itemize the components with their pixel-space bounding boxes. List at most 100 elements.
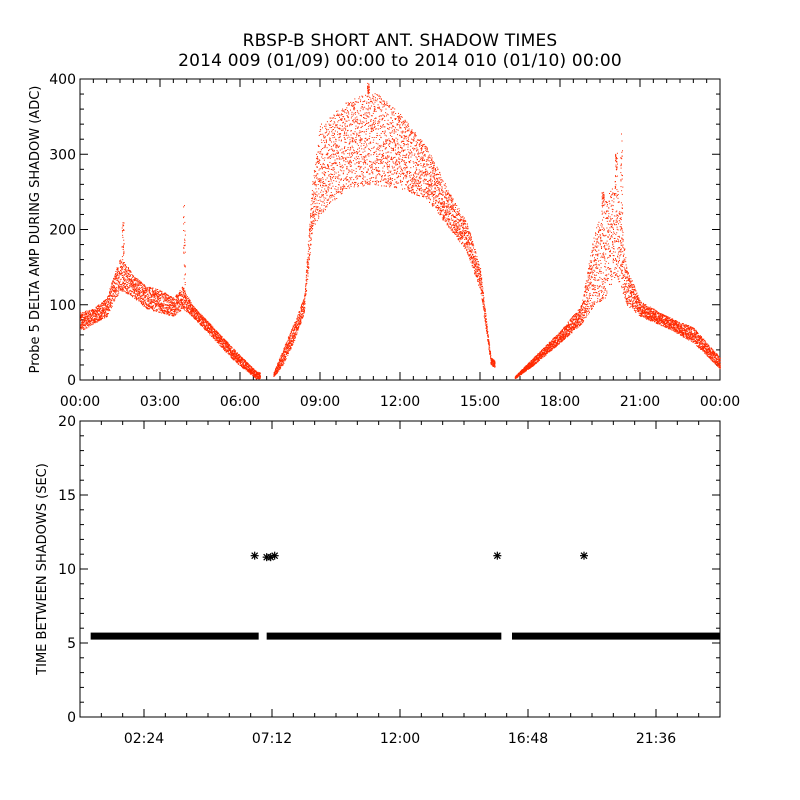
data-point xyxy=(233,358,235,360)
data-point xyxy=(300,306,302,308)
data-point xyxy=(296,319,298,321)
data-point xyxy=(256,371,258,373)
data-point xyxy=(323,199,325,201)
data-point xyxy=(296,326,298,328)
data-point xyxy=(346,137,348,139)
data-point xyxy=(153,310,154,312)
data-point xyxy=(349,165,351,167)
data-point xyxy=(227,345,229,346)
data-point xyxy=(221,336,223,338)
data-point xyxy=(320,179,322,181)
data-point xyxy=(173,314,175,316)
data-point xyxy=(328,123,330,125)
data-point xyxy=(347,134,349,136)
data-point xyxy=(225,346,227,348)
data-point xyxy=(244,361,246,363)
data-point xyxy=(123,271,125,273)
data-point xyxy=(308,256,310,258)
data-point xyxy=(290,348,292,350)
data-point xyxy=(322,133,324,135)
data-point xyxy=(304,300,306,302)
data-point xyxy=(134,292,136,294)
data-point xyxy=(194,309,196,311)
data-point xyxy=(147,307,149,309)
data-point xyxy=(182,295,184,297)
data-point xyxy=(178,299,180,300)
data-point xyxy=(125,270,127,272)
data-point xyxy=(336,145,338,147)
data-point xyxy=(140,295,142,297)
data-point xyxy=(315,174,317,176)
data-point xyxy=(283,349,285,351)
data-point xyxy=(198,317,200,319)
data-point xyxy=(80,316,82,317)
data-point xyxy=(166,313,168,315)
data-point xyxy=(349,104,350,106)
data-point xyxy=(345,149,347,151)
x-tick-label: 00:00 xyxy=(60,394,100,410)
data-point xyxy=(259,373,261,375)
data-point xyxy=(310,228,311,230)
data-point xyxy=(87,310,89,312)
data-point xyxy=(317,151,319,153)
data-point xyxy=(332,135,334,136)
data-point xyxy=(178,293,180,295)
data-point xyxy=(183,304,185,306)
data-point xyxy=(88,316,90,318)
data-point xyxy=(157,289,159,290)
data-point xyxy=(192,316,194,318)
data-point xyxy=(237,360,239,362)
data-point xyxy=(170,298,172,300)
data-point xyxy=(145,298,147,300)
data-point xyxy=(291,337,293,339)
data-point xyxy=(327,200,329,201)
data-point xyxy=(302,302,304,304)
data-point xyxy=(219,337,221,339)
data-point xyxy=(184,291,186,293)
data-point xyxy=(129,276,130,278)
data-point xyxy=(130,293,131,295)
data-point xyxy=(110,302,112,304)
data-point xyxy=(185,307,187,309)
data-point xyxy=(101,305,103,307)
data-point xyxy=(187,302,189,304)
data-point xyxy=(233,356,235,358)
data-point xyxy=(305,287,307,289)
data-point xyxy=(114,283,116,284)
data-point xyxy=(243,359,245,361)
data-point xyxy=(151,288,153,290)
data-point xyxy=(338,115,339,117)
data-point xyxy=(317,212,319,214)
data-point xyxy=(118,271,120,272)
data-point xyxy=(118,287,120,288)
data-point xyxy=(128,273,130,275)
data-point xyxy=(119,260,121,262)
data-point xyxy=(296,333,298,335)
data-point xyxy=(98,308,100,310)
data-point xyxy=(152,296,154,298)
data-point xyxy=(137,289,138,291)
data-point xyxy=(330,201,332,203)
data-point xyxy=(93,321,95,323)
data-point xyxy=(235,354,237,356)
data-point xyxy=(114,286,116,288)
data-point xyxy=(189,303,191,304)
data-point xyxy=(134,297,136,299)
data-point xyxy=(292,336,294,338)
data-point xyxy=(323,136,325,138)
data-point xyxy=(285,352,287,354)
data-point xyxy=(191,304,193,305)
data-point xyxy=(331,141,332,143)
data-point xyxy=(205,319,207,321)
data-point xyxy=(334,133,335,135)
data-point xyxy=(199,317,201,319)
data-point xyxy=(334,142,336,144)
data-point xyxy=(122,265,124,267)
data-point xyxy=(214,330,215,332)
data-point xyxy=(193,317,195,319)
data-point xyxy=(181,295,183,297)
data-point xyxy=(137,280,139,282)
data-point xyxy=(320,129,322,131)
data-point xyxy=(280,366,282,368)
data-point xyxy=(116,269,118,271)
